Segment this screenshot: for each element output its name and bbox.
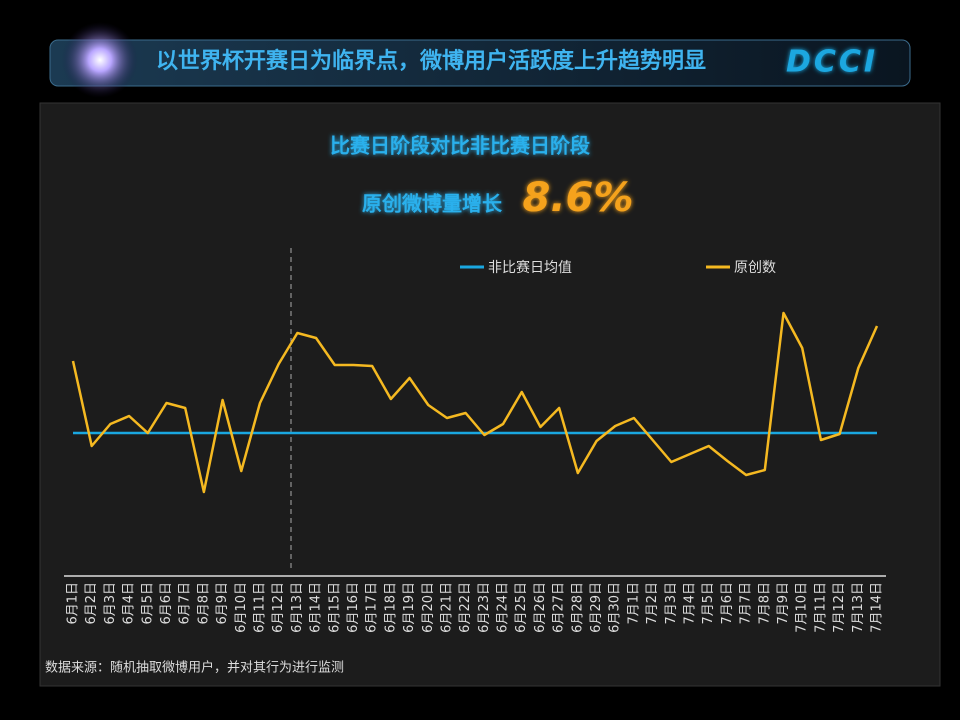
header-bar — [49, 39, 911, 87]
series-line — [71, 311, 879, 494]
legend-label: 非比赛日均值 — [488, 260, 572, 276]
logo: DCCI — [786, 45, 878, 80]
x-tick-label: 6月4日 — [122, 582, 137, 625]
x-tick-label: 6月21日 — [439, 582, 454, 633]
x-tick-label: 6月20日 — [421, 582, 436, 633]
source: 数据来源：随机抽取微博用户，并对其行为进行监测 — [45, 660, 344, 676]
x-tick-label: 6月29日 — [589, 582, 604, 633]
x-tick-label: 7月13日 — [851, 582, 866, 633]
headline: 比赛日阶段对比非比赛日阶段 — [330, 134, 590, 158]
header-title: 以世界杯开赛日为临界点，微博用户活跃度上升趋势明显 — [156, 48, 706, 74]
growth-label: 原创微博量增长 — [362, 192, 503, 216]
x-tick-label: 6月18日 — [383, 582, 398, 633]
x-tick-label: 6月6日 — [159, 582, 174, 625]
x-tick-label: 7月9日 — [776, 582, 791, 625]
x-tick-label: 7月14日 — [870, 582, 885, 633]
x-tick-label: 7月8日 — [757, 582, 772, 625]
x-tick-label: 6月26日 — [533, 582, 548, 633]
x-tick-label: 6月2日 — [84, 582, 99, 625]
x-tick-label: 6月8日 — [196, 582, 211, 625]
x-tick-label: 6月11日 — [252, 582, 267, 633]
x-tick-label: 6月15日 — [327, 582, 342, 633]
x-tick-label: 6月24日 — [496, 582, 511, 633]
x-tick-label: 7月4日 — [683, 582, 698, 625]
x-tick-label: 7月5日 — [701, 582, 716, 625]
header-icon — [62, 22, 138, 98]
x-tick-label: 6月30日 — [608, 582, 623, 633]
x-tick-label: 6月25日 — [514, 582, 529, 633]
x-tick-label: 6月22日 — [458, 582, 473, 633]
x-tick-label: 6月10日 — [234, 582, 249, 633]
x-tick-label: 6月1日 — [66, 582, 81, 625]
x-tick-label: 6月16日 — [346, 582, 361, 633]
x-tick-label: 6月28日 — [570, 582, 585, 633]
x-tick-label: 6月12日 — [271, 582, 286, 633]
x-tick-label: 6月9日 — [215, 582, 230, 625]
x-tick-label: 7月2日 — [645, 582, 660, 625]
x-tick-label: 7月10日 — [795, 582, 810, 633]
x-tick-label: 6月19日 — [402, 582, 417, 633]
x-tick-label: 7月12日 — [832, 582, 847, 633]
x-tick-label: 6月27日 — [552, 582, 567, 633]
x-tick-label: 7月11日 — [813, 582, 828, 633]
x-tick-label: 7月1日 — [626, 582, 641, 625]
x-tick-label: 6月7日 — [178, 582, 193, 625]
x-tick-label: 6月13日 — [290, 582, 305, 633]
x-tick-label: 7月3日 — [664, 582, 679, 625]
chart-panel — [39, 102, 941, 687]
x-tick-label: 6月3日 — [103, 582, 118, 625]
x-tick-label: 6月14日 — [309, 582, 324, 633]
x-tick-label: 6月23日 — [477, 582, 492, 633]
x-tick-label: 7月6日 — [720, 582, 735, 625]
x-tick-label: 6月17日 — [365, 582, 380, 633]
growth-value: 8.6% — [523, 175, 634, 221]
legend-label: 原创数 — [734, 260, 776, 276]
x-tick-label: 6月5日 — [140, 582, 155, 625]
x-tick-label: 7月7日 — [739, 582, 754, 625]
